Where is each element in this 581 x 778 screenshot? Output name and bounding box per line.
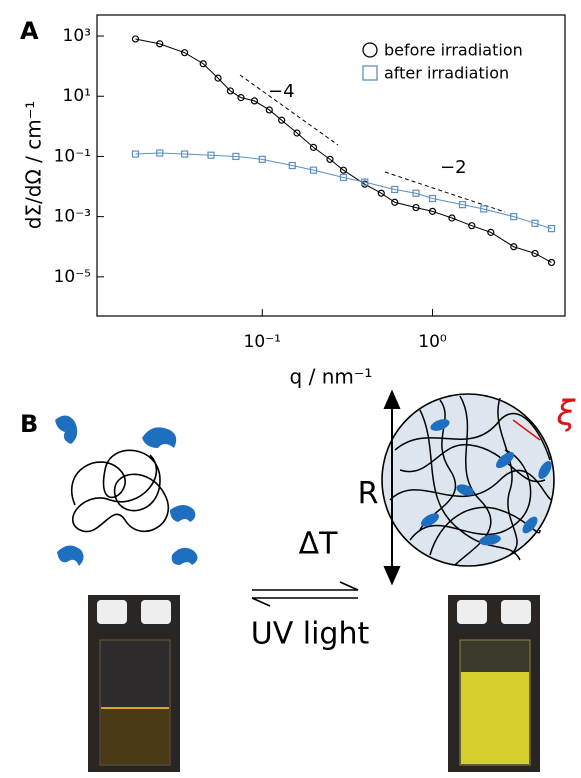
legend-label: before irradiation — [384, 41, 523, 60]
annotation: −4 — [268, 81, 295, 102]
legend-marker — [363, 66, 377, 80]
x-tick-label: 10⁻¹ — [244, 332, 281, 352]
coil — [72, 450, 169, 531]
forward-label: ΔT — [299, 527, 339, 562]
legend-label: after irradiation — [384, 64, 509, 83]
figure: A B dΣ/dΩ / cm⁻¹ q / nm⁻¹ −4 −2 before i… — [0, 0, 581, 774]
y-tick-label: 10⁻¹ — [54, 146, 91, 166]
annotation: −2 — [440, 157, 467, 178]
vial-photo — [88, 595, 180, 772]
y-tick-label: 10³ — [63, 26, 91, 46]
panel-label: A — [20, 17, 39, 45]
y-tick-label: 10⁻⁵ — [54, 267, 91, 287]
fit-line — [135, 153, 551, 229]
panel-label: B — [20, 410, 38, 438]
y-tick-label: 10¹ — [63, 86, 91, 106]
reverse-label: UV light — [251, 617, 370, 652]
radius-label: R — [358, 477, 379, 512]
x-tick-label: 10⁰ — [418, 332, 447, 352]
equilibrium-arrows — [252, 582, 358, 606]
plot-frame — [97, 15, 565, 316]
vial-photo — [448, 595, 540, 772]
x-axis-label: q / nm⁻¹ — [290, 365, 373, 389]
y-axis-label: dΣ/dΩ / cm⁻¹ — [22, 101, 46, 230]
protein-blobs — [55, 415, 198, 566]
legend: before irradiation after irradiation — [363, 41, 523, 83]
legend-marker — [363, 43, 377, 57]
mesh-label: ξ — [556, 394, 577, 434]
y-tick-label: 10⁻³ — [54, 207, 91, 227]
